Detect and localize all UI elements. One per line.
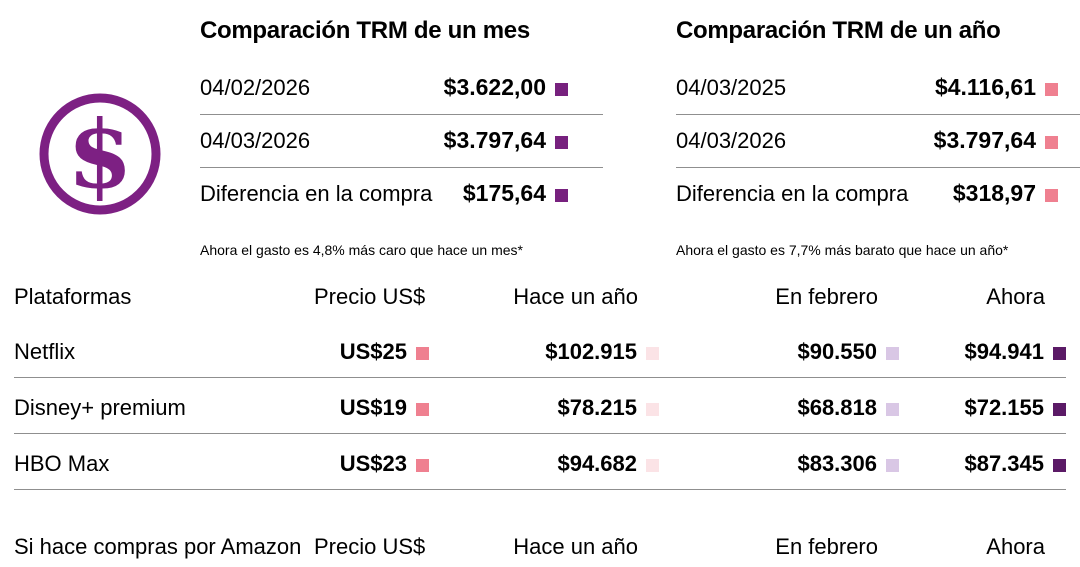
column-header-now: Ahora (986, 534, 1045, 559)
comparison-month-note: Ahora el gasto es 4,8% más caro que hace… (200, 242, 523, 258)
price-text: US$25 (339, 339, 407, 364)
trm-date: 04/03/2026 (200, 128, 311, 153)
now-text: $94.941 (964, 339, 1044, 364)
legend-square-pink-icon (416, 347, 429, 360)
february-value: $68.818 (659, 395, 899, 421)
column-header-year-ago: Hace un año (513, 284, 638, 309)
legend-square-pink-icon (416, 403, 429, 416)
price-usd-value: US$19 (314, 395, 429, 421)
legend-square-purple-icon (555, 136, 568, 149)
diff-value: $318,97 (953, 180, 1058, 206)
trm-value-text: $4.116,61 (934, 74, 1036, 100)
diff-value-text: $175,64 (462, 180, 546, 206)
legend-square-purple-icon (555, 189, 568, 202)
now-text: $87.345 (964, 451, 1044, 476)
now-value: $72.155 (899, 395, 1066, 421)
comparison-month-title: Comparación TRM de un mes (200, 17, 530, 44)
table-row-netflix: Netflix US$25 $102.915 $90.550 $94.941 (14, 330, 1066, 378)
now-value: $87.345 (899, 451, 1066, 477)
year-ago-value: $102.915 (429, 339, 659, 365)
column-header-february: En febrero (775, 284, 878, 309)
dollar-circle (39, 93, 161, 215)
dollar-icon: $ (39, 93, 161, 215)
trm-diff-row: Diferencia en la compra $175,64 (200, 168, 603, 220)
trm-date: 04/03/2025 (676, 75, 787, 100)
trm-month-comparison: Comparación TRM de un mes 04/02/2026 $3.… (200, 16, 603, 259)
diff-label: Diferencia en la compra (676, 181, 909, 206)
column-header-price-usd: Precio US$ (314, 284, 426, 309)
price-text: US$23 (339, 451, 407, 476)
trm-date: 04/02/2026 (200, 75, 311, 100)
platforms-table-header: Plataformas Precio US$ Hace un año En fe… (14, 280, 1066, 310)
year-ago-value: $94.682 (429, 451, 659, 477)
column-header-now: Ahora (986, 284, 1045, 309)
now-value: $94.941 (899, 339, 1066, 365)
legend-square-lilac-icon (886, 347, 899, 360)
trm-row: 04/03/2025 $4.116,61 (676, 62, 1080, 115)
february-value: $83.306 (659, 451, 899, 477)
table-row-hbo: HBO Max US$23 $94.682 $83.306 $87.345 (14, 442, 1066, 490)
diff-value: $175,64 (463, 180, 568, 206)
trm-date: 04/03/2026 (676, 128, 787, 153)
trm-diff-row: Diferencia en la compra $318,97 (676, 168, 1080, 220)
trm-row: 04/03/2026 $3.797,64 (676, 115, 1080, 168)
column-header-amazon: Si hace compras por Amazon (14, 534, 302, 559)
trm-value-text: $3.622,00 (443, 74, 546, 100)
price-text: US$19 (339, 395, 407, 420)
february-text: $83.306 (797, 451, 877, 476)
legend-square-purple-icon (555, 83, 568, 96)
platform-name: Disney+ premium (14, 395, 186, 420)
diff-value-text: $318,97 (952, 180, 1036, 206)
legend-square-pink-icon (1045, 136, 1058, 149)
legend-square-pink-icon (416, 459, 429, 472)
column-header-february: En febrero (775, 534, 878, 559)
legend-square-dark-purple-icon (1053, 459, 1066, 472)
legend-square-dark-purple-icon (1053, 403, 1066, 416)
platform-name: HBO Max (14, 451, 110, 476)
legend-square-lilac-icon (886, 403, 899, 416)
price-usd-value: US$25 (314, 339, 429, 365)
trm-value-text: $3.797,64 (443, 127, 546, 153)
column-header-year-ago: Hace un año (513, 534, 638, 559)
year-ago-text: $102.915 (545, 339, 637, 364)
comparison-year-title: Comparación TRM de un año (676, 17, 1001, 44)
platform-name: Netflix (14, 339, 76, 364)
comparison-year-note: Ahora el gasto es 7,7% más barato que ha… (676, 242, 1009, 258)
trm-value-text: $3.797,64 (933, 127, 1036, 153)
diff-label: Diferencia en la compra (200, 181, 433, 206)
year-ago-text: $78.215 (557, 395, 637, 420)
price-usd-value: US$23 (314, 451, 429, 477)
year-ago-text: $94.682 (557, 451, 637, 476)
legend-square-dark-purple-icon (1053, 347, 1066, 360)
dollar-glyph: $ (67, 100, 132, 210)
legend-square-pink-icon (1045, 83, 1058, 96)
legend-square-lilac-icon (886, 459, 899, 472)
legend-square-pink-icon (1045, 189, 1058, 202)
february-text: $90.550 (797, 339, 877, 364)
february-text: $68.818 (797, 395, 877, 420)
trm-row: 04/03/2026 $3.797,64 (200, 115, 603, 168)
trm-year-comparison: Comparación TRM de un año 04/03/2025 $4.… (676, 16, 1080, 259)
trm-value: $3.622,00 (444, 74, 568, 100)
trm-value: $3.797,64 (444, 127, 568, 153)
now-text: $72.155 (964, 395, 1044, 420)
trm-value: $4.116,61 (935, 74, 1058, 100)
amazon-table-header: Si hace compras por Amazon Precio US$ Ha… (14, 528, 1066, 560)
february-value: $90.550 (659, 339, 899, 365)
trm-value: $3.797,64 (934, 127, 1058, 153)
legend-square-pale-pink-icon (646, 459, 659, 472)
year-ago-value: $78.215 (429, 395, 659, 421)
legend-square-pale-pink-icon (646, 347, 659, 360)
column-header-platforms: Plataformas (14, 284, 132, 309)
legend-square-pale-pink-icon (646, 403, 659, 416)
table-row-disney: Disney+ premium US$19 $78.215 $68.818 $7… (14, 386, 1066, 434)
column-header-price-usd: Precio US$ (314, 534, 426, 559)
trm-row: 04/02/2026 $3.622,00 (200, 62, 603, 115)
